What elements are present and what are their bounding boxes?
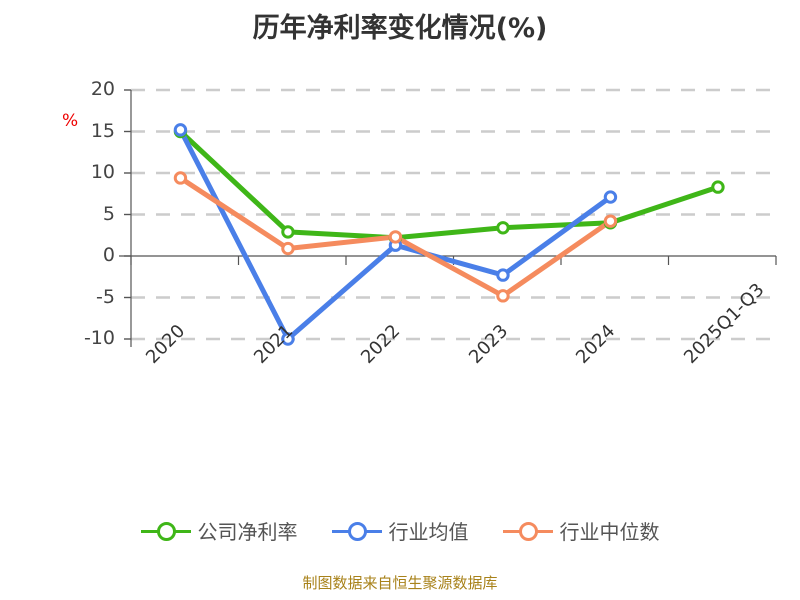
legend-item[interactable]: 公司净利率 [140, 516, 298, 545]
data-point-marker[interactable] [281, 332, 295, 346]
series-lines-group [177, 127, 721, 342]
data-point-marker[interactable] [281, 241, 295, 256]
chart-legend: 公司净利率 行业均值 行业中位数 [0, 516, 800, 545]
y-tick-label: 5 [102, 202, 115, 225]
legend-label: 行业均值 [388, 520, 469, 544]
y-tick-label: 20 [90, 78, 115, 100]
legend-dot-icon [156, 521, 176, 541]
data-point-marker[interactable] [496, 221, 510, 235]
y-tick-label: 0 [102, 244, 115, 266]
y-tick-label: 10 [90, 161, 115, 183]
data-point-marker[interactable] [603, 190, 618, 204]
legend-dot-icon [347, 521, 367, 541]
footer-source-note: 制图数据来自恒生聚源数据库 [302, 574, 498, 592]
data-point-marker[interactable] [173, 171, 188, 185]
series-points-group [173, 123, 725, 346]
legend-marker-icon [140, 520, 191, 542]
chart-title: 历年净利率变化情况(%) [252, 13, 548, 44]
legend-item[interactable]: 行业中位数 [502, 516, 660, 545]
gridlines-group [131, 88, 776, 341]
data-point-marker[interactable] [281, 225, 295, 239]
data-point-marker[interactable] [173, 123, 188, 137]
y-tick-label: 15 [90, 119, 115, 142]
data-point-marker[interactable] [388, 230, 403, 244]
legend-marker-icon [502, 520, 553, 542]
data-point-marker[interactable] [496, 268, 510, 282]
legend-label: 行业中位数 [559, 520, 660, 544]
data-point-marker[interactable] [496, 289, 510, 303]
data-point-marker[interactable] [603, 214, 618, 228]
y-axis-unit-label: % [62, 111, 79, 131]
legend-label: 公司净利率 [197, 520, 298, 544]
legend-dot-icon [518, 521, 538, 541]
series-line [177, 129, 721, 241]
y-tick-label: -5 [96, 285, 115, 308]
axes-group [119, 89, 776, 347]
legend-item[interactable]: 行业均值 [331, 516, 469, 545]
y-tick-label: -10 [83, 327, 115, 349]
legend-marker-icon [331, 520, 382, 542]
data-point-marker[interactable] [711, 180, 725, 194]
